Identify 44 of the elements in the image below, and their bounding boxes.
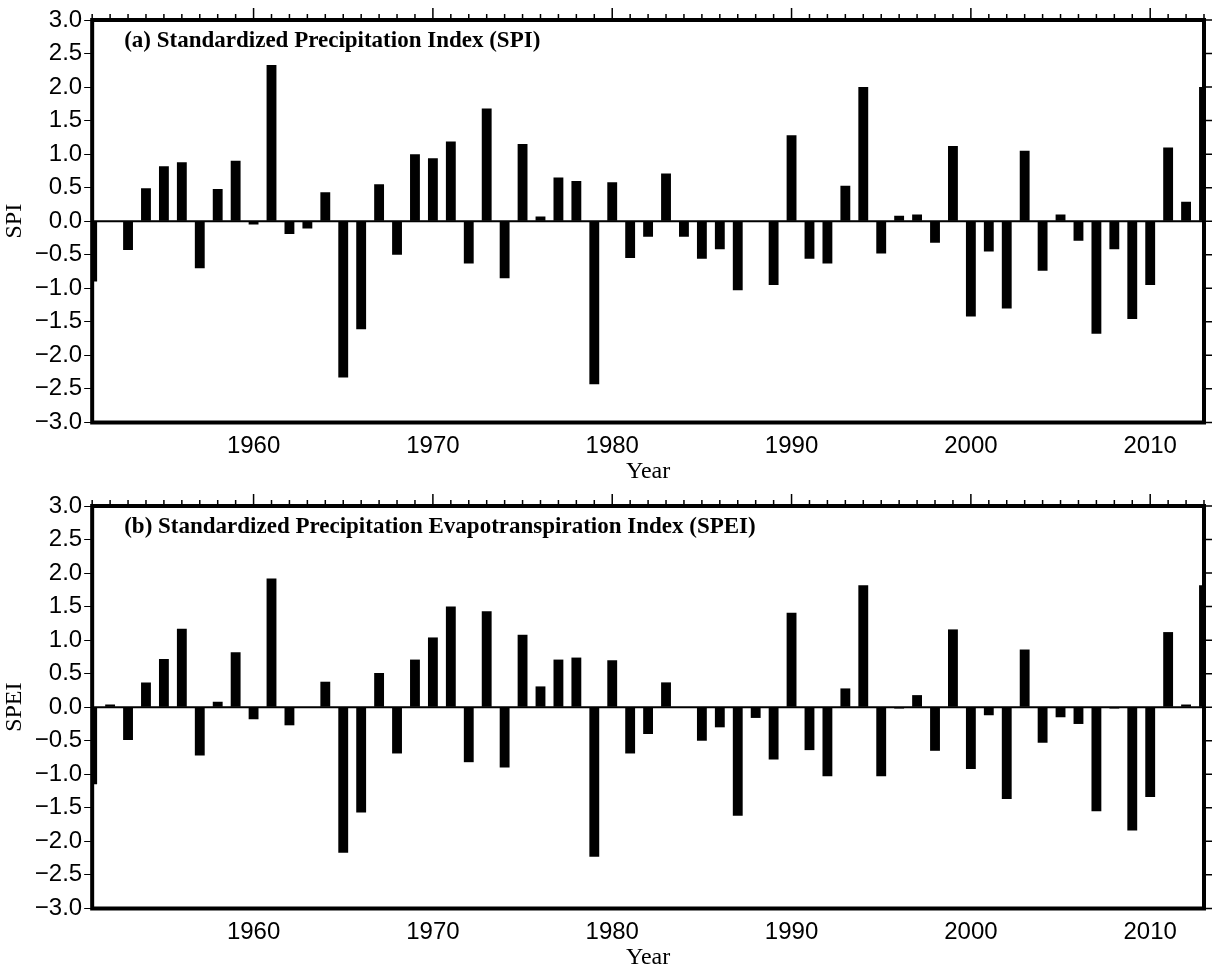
y-tick-label: −2.5 [34,373,83,401]
y-tick-label: −0.5 [34,239,83,267]
y-tick-label: 0.5 [48,172,83,200]
y-tick-label: −2.5 [34,859,83,887]
x-axis-title: Year [625,942,671,969]
x-tick-label: 1960 [226,917,281,945]
y-tick-label: −2.0 [34,339,83,367]
y-tick-label: −1.5 [34,306,83,334]
y-tick-label: −3.0 [34,407,83,435]
y-tick-label: −1.5 [34,792,83,820]
x-tick-label: 1970 [406,917,460,945]
x-tick-label: 1980 [585,431,639,459]
x-tick-label: 1970 [406,431,460,459]
y-tick-label: −0.5 [34,725,83,753]
x-tick-label: 2010 [1123,917,1177,945]
y-tick-label: 2.5 [48,524,83,552]
x-tick-label: 2010 [1123,431,1177,459]
y-tick-label: 3.0 [48,490,83,518]
y-tick-label: −2.0 [34,825,83,853]
y-axis-title: SPEI [0,682,26,732]
y-tick-label: 1.5 [48,591,83,619]
y-tick-label: 1.0 [48,138,83,166]
x-tick-label: 1990 [764,431,819,459]
y-tick-label: −1.0 [34,272,83,300]
y-tick-label: 2.0 [48,71,83,99]
x-tick-label: 1980 [585,917,639,945]
y-tick-label: 0.0 [48,205,83,233]
y-tick-label: −3.0 [34,893,83,921]
y-tick-label: 2.5 [48,38,83,66]
y-axis-title: SPI [0,203,26,239]
y-tick-label: 3.0 [48,4,83,32]
y-tick-label: 1.5 [48,105,83,133]
y-tick-label: 0.0 [48,691,83,719]
x-axis-title: Year [625,456,671,483]
chart-title: (b) Standardized Precipitation Evapotranspiration Index (SPEI) [124,513,756,539]
chart-title: (a) Standardized Precipitation Index (SPI) [124,27,541,53]
y-tick-label: 2.0 [48,557,83,585]
x-tick-label: 2000 [944,431,998,459]
y-tick-label: 1.0 [48,624,83,652]
x-tick-label: 2000 [944,917,998,945]
y-tick-label: −1.0 [34,758,83,786]
x-tick-label: 1990 [764,917,819,945]
x-tick-label: 1960 [226,431,281,459]
y-tick-label: 0.5 [48,658,83,686]
